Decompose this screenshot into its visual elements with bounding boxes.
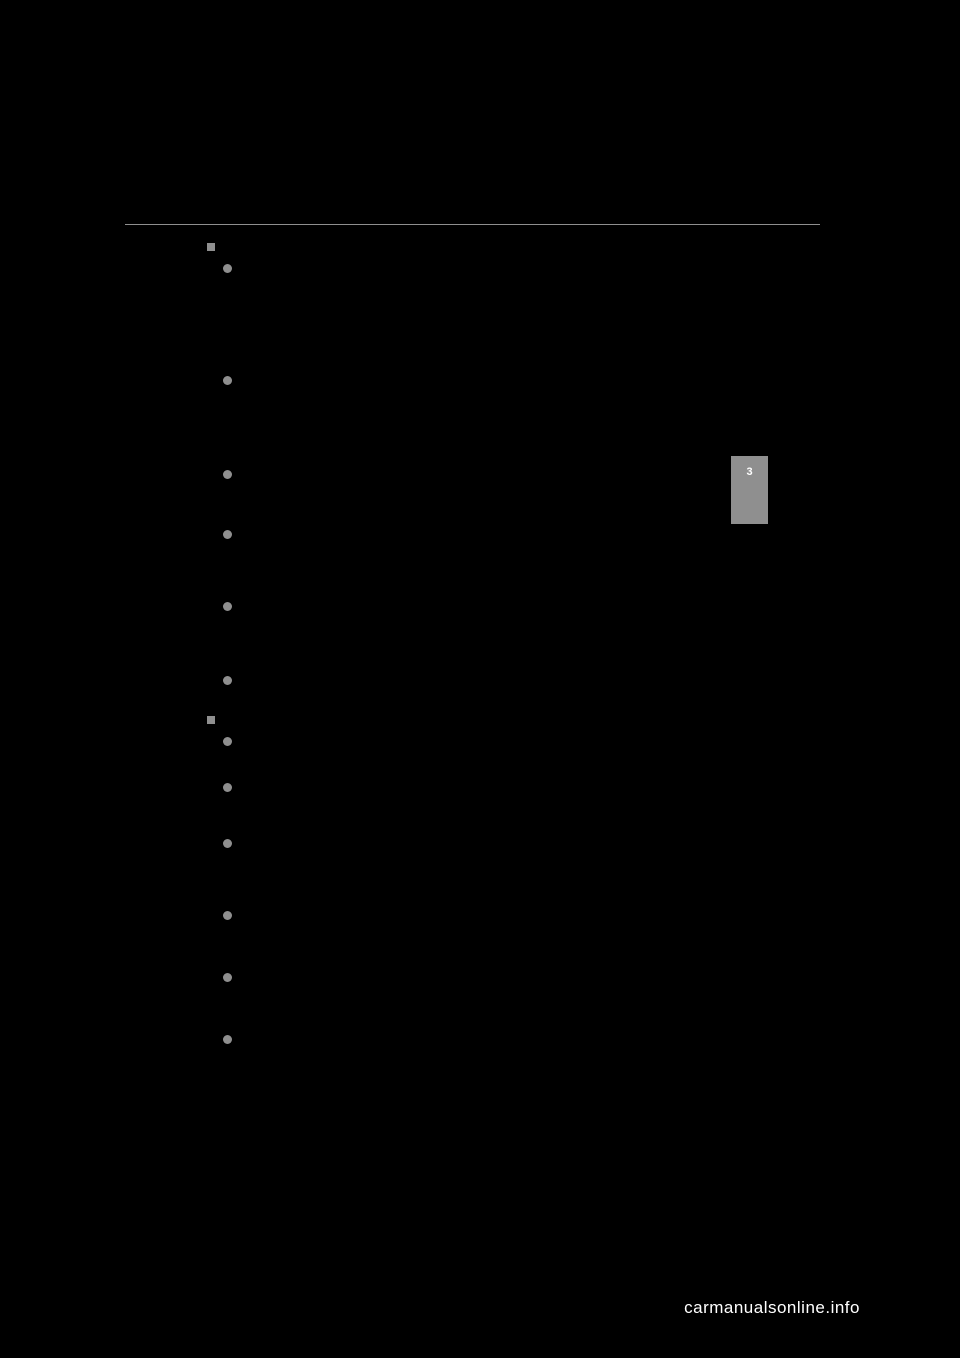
circle-bullet-icon [223, 470, 232, 479]
circle-bullet-icon [223, 783, 232, 792]
list-item [223, 1032, 790, 1044]
side-tab-number: 3 [746, 466, 752, 478]
section-header-2 [207, 713, 790, 724]
list-item [223, 261, 790, 273]
square-bullet-icon [207, 716, 215, 724]
list-item [223, 373, 790, 385]
list-item [223, 467, 790, 479]
list-item [223, 780, 790, 792]
square-bullet-icon [207, 243, 215, 251]
section-header-1 [207, 240, 790, 251]
list-item [223, 836, 790, 848]
circle-bullet-icon [223, 264, 232, 273]
list-item [223, 970, 790, 982]
circle-bullet-icon [223, 1035, 232, 1044]
side-tab: 3 [731, 456, 768, 524]
circle-bullet-icon [223, 676, 232, 685]
content-area [125, 224, 790, 1044]
circle-bullet-icon [223, 602, 232, 611]
circle-bullet-icon [223, 839, 232, 848]
circle-bullet-icon [223, 911, 232, 920]
list-item [223, 527, 790, 539]
list-item [223, 599, 790, 611]
list-item [223, 673, 790, 685]
list-item [223, 908, 790, 920]
bullet-list-2 [223, 734, 790, 1044]
watermark: carmanualsonline.info [684, 1298, 860, 1318]
bullet-list-1 [223, 261, 790, 685]
page-container: 3 carmanualsonline.info [0, 0, 960, 1358]
circle-bullet-icon [223, 376, 232, 385]
circle-bullet-icon [223, 973, 232, 982]
divider-line [125, 224, 820, 225]
circle-bullet-icon [223, 737, 232, 746]
circle-bullet-icon [223, 530, 232, 539]
list-item [223, 734, 790, 746]
